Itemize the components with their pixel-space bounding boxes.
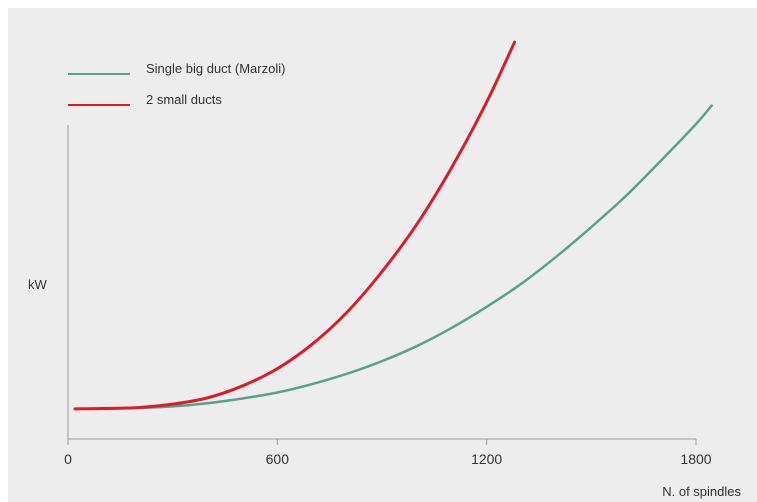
x-tick-label: 1800 <box>680 451 711 467</box>
series-line-single-big-duct <box>73 104 713 411</box>
legend-label-two-small-ducts: 2 small ducts <box>146 92 222 107</box>
x-tick-label: 600 <box>266 451 290 467</box>
legend: Single big duct (Marzoli) 2 small ducts <box>68 61 285 107</box>
chart-svg: Single big duct (Marzoli) 2 small ducts … <box>28 40 741 499</box>
x-tick-label: 1200 <box>471 451 502 467</box>
x-axis-title: N. of spindles <box>662 484 741 499</box>
y-axis-title: kW <box>28 277 48 292</box>
x-ticks: 0 600 1200 1800 <box>64 439 712 467</box>
chart: Single big duct (Marzoli) 2 small ducts … <box>8 8 757 502</box>
series-line-two-small-ducts <box>73 40 517 411</box>
series-lines <box>73 40 713 411</box>
legend-label-single-big-duct: Single big duct (Marzoli) <box>146 61 285 76</box>
x-tick-label: 0 <box>64 451 72 467</box>
